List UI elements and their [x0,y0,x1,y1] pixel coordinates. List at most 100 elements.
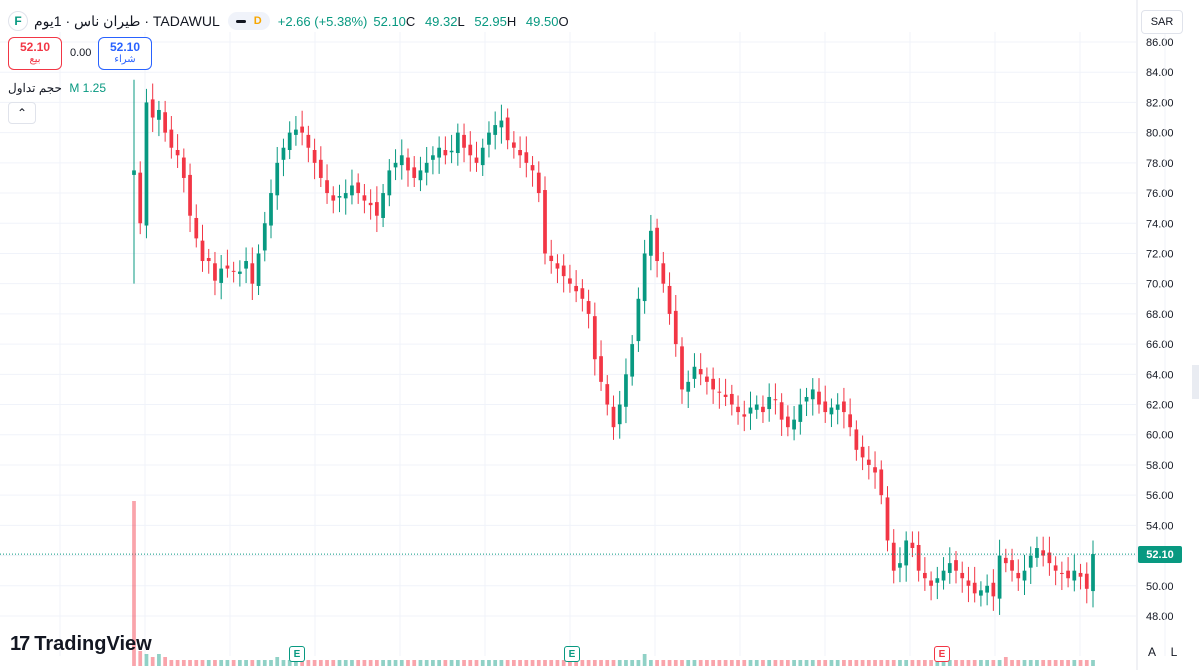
volume-bar [256,660,261,666]
candle-body [866,459,871,465]
volume-bar [300,660,305,666]
candle-body [312,150,317,163]
volume-bar [997,660,1002,666]
collapse-legend-button[interactable]: ⌃ [8,102,36,124]
currency-selector[interactable]: SAR [1141,10,1183,34]
buy-button[interactable]: 52.10 شراء [98,37,152,70]
candle-body [318,159,323,178]
volume-bar [374,660,379,666]
volume-bar [1022,660,1027,666]
candle-body [163,112,168,133]
open-value: 49.50 [525,13,559,29]
volume-bar [848,660,853,666]
candle-body [860,446,865,458]
volume-legend[interactable]: حجم تداول M 1.25 [8,81,106,95]
last-price-tag: 52.10 [1138,546,1182,563]
candle-body [673,310,678,345]
volume-bar [761,660,765,666]
volume-bar [891,660,896,666]
tradingview-logo[interactable]: 17 TradingView [10,633,152,656]
candle-body [269,193,273,226]
volume-bar [785,660,790,666]
volume-bar [854,660,859,666]
y-tick-label: 84.00 [1146,67,1174,79]
volume-bar [1041,660,1046,666]
scroll-handle[interactable] [1192,365,1199,399]
interval-pill[interactable]: D [227,12,270,30]
volume-bar [350,660,354,666]
volume-bar [337,660,342,666]
candle-body [530,165,535,171]
volume-bar [244,660,248,666]
volume-bar [568,660,572,666]
symbol-title[interactable]: طيران ناس · 1يوم · TADAWUL [34,12,220,29]
auto-scale-button[interactable]: A [1147,645,1156,659]
candle-body [499,120,504,128]
y-tick-label: 66.00 [1146,339,1174,351]
candle-body [206,258,211,262]
volume-bar [138,651,143,666]
volume-bar [250,660,255,666]
volume-bar [916,660,921,666]
candle-body [1047,552,1052,564]
volume-bar [505,660,510,666]
log-scale-button[interactable]: L [1170,645,1178,659]
volume-bar [717,660,722,666]
candle-body [904,540,909,566]
volume-bar [449,660,454,666]
candle-body [493,125,498,135]
candle-body [767,396,772,410]
candle-body [574,285,579,292]
volume-bar [1059,660,1064,666]
candle-body [605,384,610,405]
tradingview-wordmark: TradingView [34,633,152,655]
candle-body [543,190,547,254]
candle-body [524,152,529,163]
volume-bar [318,660,323,666]
volume-bar [947,660,952,666]
volume-bar [661,660,666,666]
volume-bar [910,660,915,666]
candle-body [592,316,597,360]
candle-body [966,580,971,586]
sell-label: بيع [29,54,41,65]
y-tick-label: 62.00 [1146,400,1174,412]
volume-bar [680,660,684,666]
volume-bar [1010,660,1014,666]
volume-bar [866,660,871,666]
volume-bar [468,660,473,666]
volume-bar [431,660,435,666]
candle-body [1066,570,1070,579]
high-key: H [506,13,517,29]
volume-bar [206,660,211,666]
candle-body [505,117,510,141]
candle-body [630,344,635,377]
candle-body [150,99,155,118]
volume-bar [686,660,691,666]
sell-button[interactable]: 52.10 بيع [8,37,62,70]
candle-body [157,109,161,120]
candle-body [231,270,236,272]
volume-bar [873,660,877,666]
volume-bar [181,660,186,666]
candle-body [817,391,821,405]
earnings-event-marker[interactable]: E [564,646,580,662]
y-tick-label: 64.00 [1146,369,1174,381]
volume-bar [711,660,716,666]
candle-body [468,144,473,156]
volume-bar [648,660,653,666]
volume-bar [200,660,205,666]
symbol-logo[interactable]: F [8,11,28,31]
earnings-event-marker[interactable]: E [934,646,950,662]
candle-body [374,202,379,216]
volume-bar [213,660,217,666]
candle-body [555,263,560,269]
earnings-event-marker[interactable]: E [289,646,305,662]
candle-body [169,129,174,148]
candle-body [922,572,927,579]
volume-bar [381,660,385,666]
volume-bar [455,660,460,666]
candle-body [325,180,329,194]
volume-bar [487,660,491,666]
